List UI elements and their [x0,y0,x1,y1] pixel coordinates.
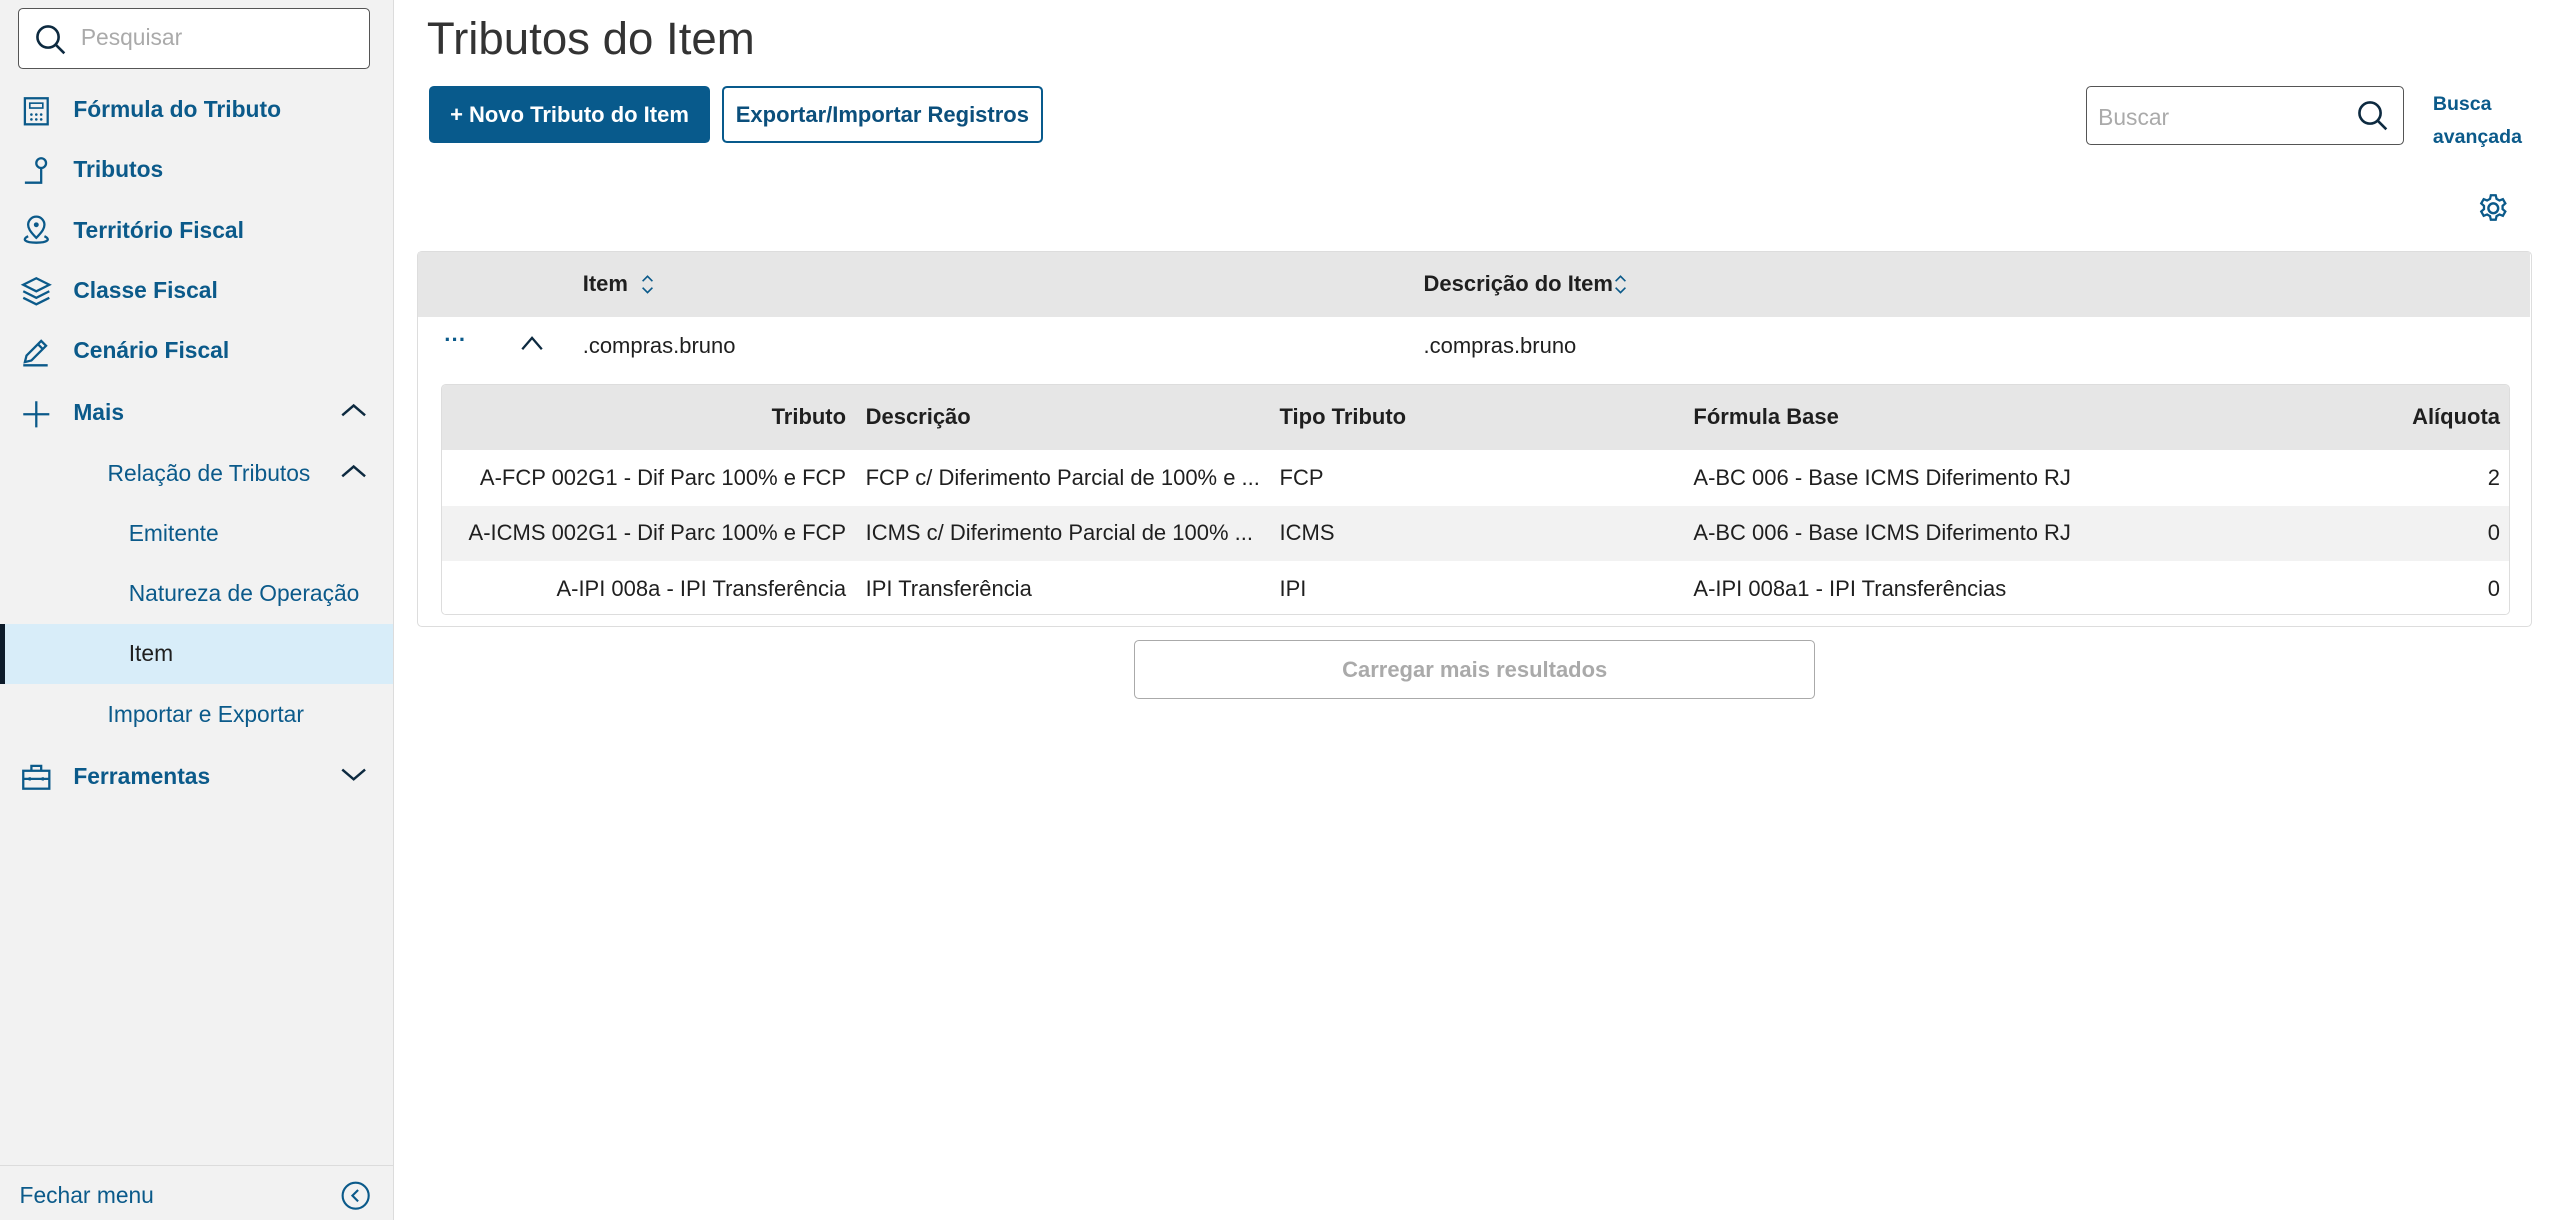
load-more-button[interactable]: Carregar mais resultados [1134,640,1816,700]
cell-formula: A-BC 006 - Base ICMS Diferimento RJ [1693,520,2071,546]
column-header-aliquota: Alíquota [2412,404,2500,430]
new-tributo-button[interactable]: + Novo Tributo do Item [428,86,711,144]
cell-aliquota: 0 [2487,575,2500,601]
chevron-up-icon[interactable] [519,333,545,353]
sidebar-item-item[interactable]: Item [0,624,393,685]
toolbox-icon [21,764,51,790]
sidebar-item-label: Cenário Fiscal [73,337,230,364]
cell-tributo: A-IPI 008a - IPI Transferência [556,575,847,601]
cell-formula: A-BC 006 - Base ICMS Diferimento RJ [1693,464,2071,490]
sort-icon[interactable] [641,273,654,296]
sidebar-item-label: Natureza de Operação [128,580,360,607]
map-pin-icon [23,215,49,244]
search-icon[interactable] [2357,100,2390,133]
export-import-button[interactable]: Exportar/Importar Registros [721,86,1043,144]
nested-tributos-table: Tributo Descrição Tipo Tributo Fórmula B… [440,383,2511,616]
table-row[interactable]: A-FCP 002G1 - Dif Parc 100% e FCP FCP c/… [441,450,2510,506]
chevron-up-icon [341,404,366,417]
sidebar-item-ferramentas[interactable]: Ferramentas [0,746,393,806]
table-row[interactable]: A-IPI 008a - IPI Transferência IPI Trans… [441,560,2510,615]
chevron-down-icon [341,768,366,781]
sidebar-item-importar[interactable]: Importar e Exportar [0,684,393,744]
column-header-formula: Fórmula Base [1693,404,1839,430]
pencil-icon [22,338,48,367]
column-header-tributo: Tributo [771,404,847,430]
cell-descricao: FCP c/ Diferimento Parcial de 100% e ... [865,464,1260,490]
column-header-tipo: Tipo Tributo [1279,404,1407,430]
column-header-item[interactable]: Item [582,271,628,297]
advanced-search-link[interactable]: Busca avançada [2433,88,2531,153]
sidebar-item-cenario[interactable]: Cenário Fiscal [0,321,393,381]
cell-tributo: A-ICMS 002G1 - Dif Parc 100% e FCP [468,520,847,546]
cell-tributo: A-FCP 002G1 - Dif Parc 100% e FCP [479,464,847,490]
table-row[interactable]: ··· .compras.bruno .compras.bruno [418,317,2530,376]
more-actions-icon[interactable]: ··· [444,326,467,352]
cell-tipo: FCP [1279,464,1324,490]
sidebar-item-relacao[interactable]: Relação de Tributos [0,443,393,503]
search-icon [36,24,66,55]
layers-icon [20,277,52,306]
cell-formula: A-IPI 008a1 - IPI Transferências [1693,575,2007,601]
sidebar-item-label: Classe Fiscal [73,277,218,303]
column-header-descricao: Descrição [865,404,971,430]
sidebar-item-mais[interactable]: Mais [0,383,393,443]
chevron-left-circle-icon [341,1181,370,1210]
search-placeholder: Pesquisar [80,23,183,50]
nested-table-header: Tributo Descrição Tipo Tributo Fórmula B… [441,384,2510,451]
sidebar: Pesquisar Fórmula do Tributo Tributos Te… [0,0,394,1220]
sidebar-item-label: Emitente [128,519,219,546]
sidebar-item-classe[interactable]: Classe Fiscal [0,261,393,321]
close-menu-button[interactable]: Fechar menu [0,1165,393,1220]
sidebar-item-tributos[interactable]: Tributos [0,140,393,200]
sidebar-item-natureza[interactable]: Natureza de Operação [0,564,393,624]
cell-descricao: IPI Transferência [865,575,1032,601]
table-row[interactable]: A-ICMS 002G1 - Dif Parc 100% e FCP ICMS … [441,505,2510,561]
cell-item: .compras.bruno [582,333,736,359]
table-header: Item Descrição do Item [418,251,2530,318]
calculator-icon [23,96,49,125]
sidebar-item-label: Território Fiscal [73,216,244,243]
sidebar-item-label: Tributos [73,156,164,183]
cell-tipo: IPI [1279,575,1307,601]
chevron-up-icon [341,464,366,477]
sidebar-item-label: Mais [73,399,124,426]
sort-icon[interactable] [1614,273,1627,296]
items-table: Item Descrição do Item ··· .compras.brun… [417,250,2533,628]
sidebar-item-territorio[interactable]: Território Fiscal [0,200,393,260]
sidebar-item-emitente[interactable]: Emitente [0,504,393,564]
sidebar-item-label: Item [128,640,174,667]
sidebar-search-input[interactable]: Pesquisar [17,8,371,69]
close-menu-label: Fechar menu [19,1182,154,1209]
tax-icon [24,156,47,184]
gear-icon[interactable] [2477,192,2510,225]
search-input[interactable]: Buscar [2085,86,2404,146]
cell-descricao: .compras.bruno [1423,333,1577,359]
page-title: Tributos do Item [426,13,755,65]
cell-tipo: ICMS [1279,520,1335,546]
cell-aliquota: 0 [2487,520,2500,546]
sidebar-item-label: Fórmula do Tributo [73,96,281,123]
sidebar-item-label: Relação de Tributos [107,459,311,486]
advanced-search-line2: avançada [2432,125,2522,148]
cell-aliquota: 2 [2487,464,2500,490]
search-placeholder: Buscar [2098,103,2170,130]
sidebar-item-label: Importar e Exportar [107,700,304,727]
cell-descricao: ICMS c/ Diferimento Parcial de 100% ... [865,520,1253,546]
sidebar-item-label: Ferramentas [73,762,211,789]
plus-icon [22,400,49,427]
sidebar-item-formula[interactable]: Fórmula do Tributo [0,80,393,140]
advanced-search-line1: Busca [2432,92,2492,115]
column-header-descricao[interactable]: Descrição do Item [1423,271,1613,297]
